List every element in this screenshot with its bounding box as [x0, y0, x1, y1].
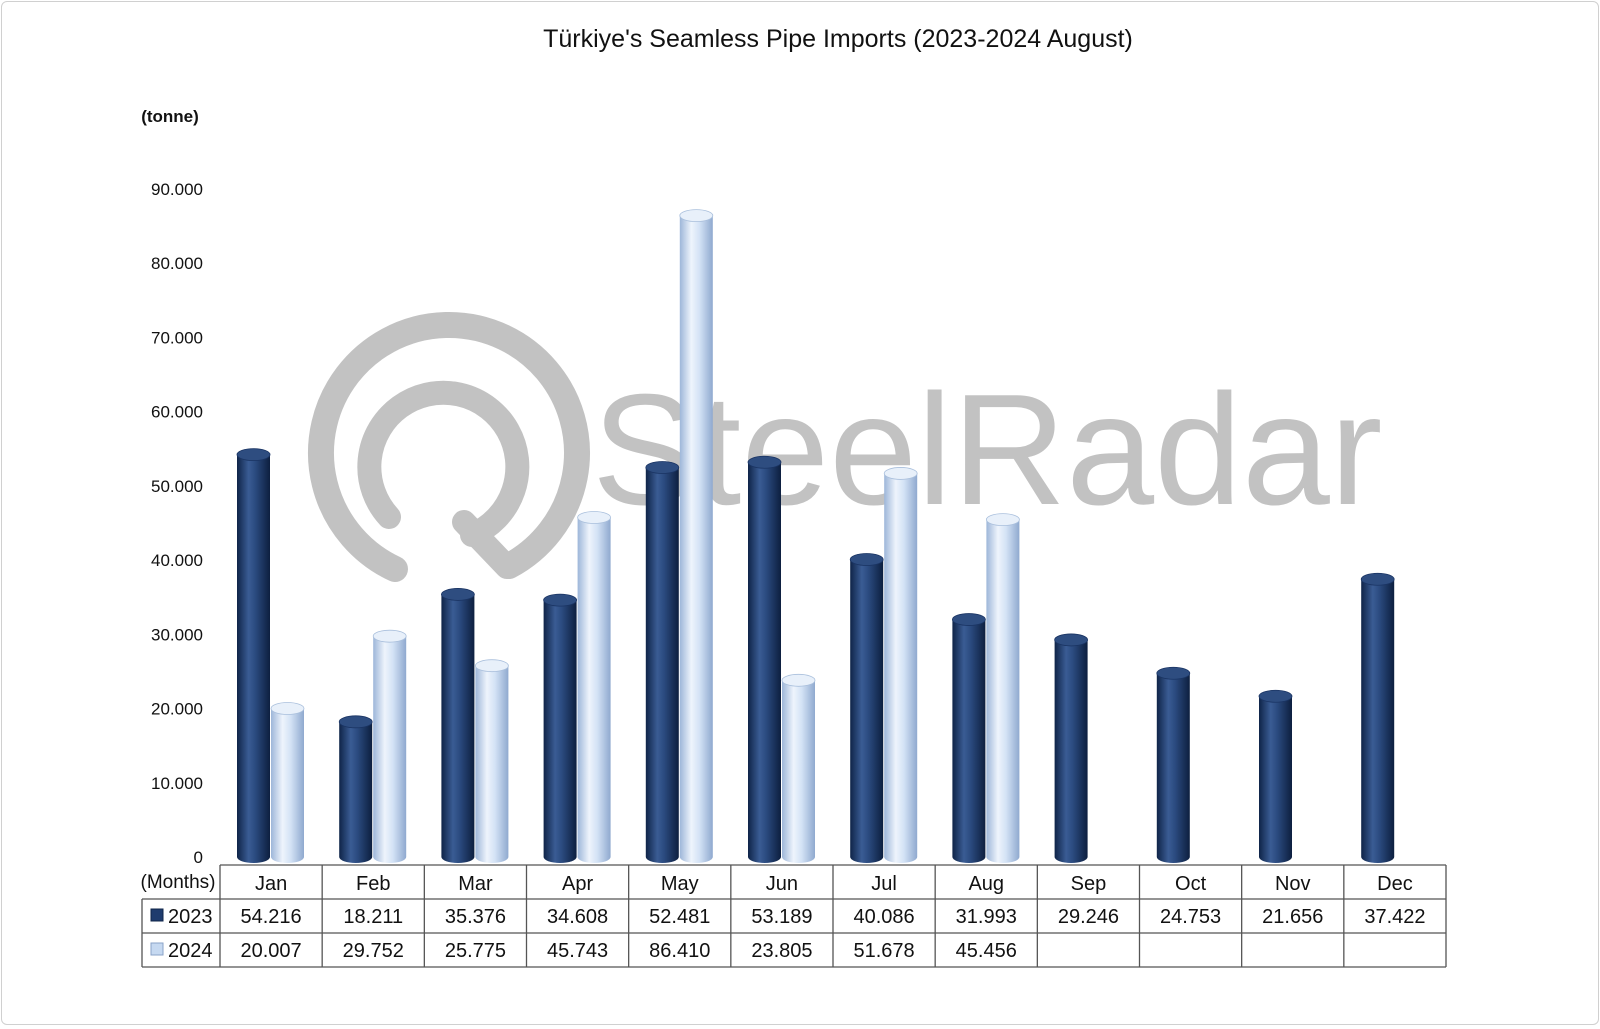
bar-2023-jun	[747, 455, 782, 863]
table-header-feb: Feb	[356, 873, 390, 895]
y-tick-label: 70.000	[151, 328, 203, 347]
bars	[236, 209, 1395, 864]
y-axis-ticks: 0 10.000 20.000 30.000 40.000 50.000 60.000 70.…	[151, 180, 203, 867]
table-header-jul: Jul	[871, 873, 897, 895]
table-header-may: May	[661, 873, 699, 895]
table-cell-2023-mar: 35.376	[445, 906, 506, 928]
table-cell-2024-jan: 20.007	[240, 940, 301, 962]
table-header-mar: Mar	[458, 873, 493, 895]
bar-2023-jul	[849, 553, 884, 863]
table-cell-2023-sep: 29.246	[1058, 906, 1119, 928]
bar-2024-may	[679, 209, 714, 864]
table-cell-2023-jul: 40.086	[853, 906, 914, 928]
radar-logo-icon	[308, 311, 590, 582]
bar-2023-jan	[236, 448, 271, 863]
bar-2024-mar	[474, 659, 509, 863]
table-cell-2023-nov: 21.656	[1262, 906, 1323, 928]
y-tick-label: 90.000	[151, 180, 203, 199]
table-header-aug: Aug	[968, 873, 1004, 895]
bar-2024-jul	[883, 467, 918, 863]
table-cell-2024-jul: 51.678	[853, 940, 914, 962]
table-cell-2024-mar: 25.775	[445, 940, 506, 962]
data-table: Jan Feb Mar Apr May Jun Jul Aug Sep Oct Nov Dec 2023…	[141, 864, 1447, 968]
table-header-nov: Nov	[1275, 873, 1311, 895]
bar-2023-nov	[1258, 689, 1293, 863]
y-tick-label: 20.000	[151, 700, 203, 719]
table-cell-2024-feb: 29.752	[343, 940, 404, 962]
table-header-apr: Apr	[562, 873, 593, 895]
table-header-jan: Jan	[255, 873, 287, 895]
table-cell-2024-aug: 45.456	[956, 940, 1017, 962]
table-cell-2023-feb: 18.211	[343, 906, 403, 928]
bar-2024-apr	[577, 511, 611, 863]
table-cell-2023-jun: 53.189	[751, 906, 812, 928]
table-cell-2024-may: 86.410	[649, 940, 710, 962]
bar-2023-sep	[1054, 633, 1088, 863]
y-tick-label: 30.000	[151, 625, 203, 644]
y-axis-label: (tonne)	[141, 107, 199, 126]
legend-label-2024: 2024	[168, 940, 213, 962]
table-cell-2023-jan: 54.216	[240, 906, 301, 928]
y-tick-label: 60.000	[151, 403, 203, 422]
steelradar-watermark: SteelRadar	[308, 311, 1382, 582]
bar-2024-aug	[986, 513, 1020, 863]
y-tick-label: 80.000	[151, 254, 203, 273]
chart-title: Türkiye's Seamless Pipe Imports (2023-20…	[543, 25, 1133, 53]
legend-label-2023: 2023	[168, 906, 213, 928]
table-cell-2023-apr: 34.608	[547, 906, 608, 928]
table-cell-2023-aug: 31.993	[956, 906, 1017, 928]
bar-2024-feb	[372, 629, 407, 863]
table-cell-2023-may: 52.481	[649, 906, 710, 928]
bar-2023-dec	[1360, 572, 1395, 863]
bar-2023-mar	[440, 588, 475, 863]
bar-2023-may	[645, 461, 680, 863]
bar-2023-aug	[952, 613, 986, 863]
watermark-text: SteelRadar	[592, 362, 1382, 538]
y-tick-label: 40.000	[151, 551, 203, 570]
legend-key-2023	[150, 908, 164, 922]
bar-2023-feb	[338, 715, 373, 863]
table-cell-2023-oct: 24.753	[1160, 906, 1221, 928]
bar-2023-apr	[543, 593, 577, 863]
table-header-oct: Oct	[1175, 873, 1207, 895]
legend-key-2024	[150, 942, 164, 956]
y-tick-label: 10.000	[151, 774, 203, 793]
y-tick-label: 0	[194, 848, 203, 867]
table-cell-2024-apr: 45.743	[547, 940, 608, 962]
table-header-jun: Jun	[766, 873, 798, 895]
y-tick-label: 50.000	[151, 477, 203, 496]
table-header-sep: Sep	[1071, 873, 1107, 895]
bar-2024-jan	[270, 702, 305, 863]
table-header-dec: Dec	[1377, 873, 1413, 895]
bar-2023-oct	[1156, 666, 1191, 863]
table-cell-2023-dec: 37.422	[1364, 906, 1425, 928]
bar-2024-jun	[781, 673, 816, 863]
table-cell-2024-jun: 23.805	[751, 940, 812, 962]
x-axis-label: (Months)	[141, 872, 216, 893]
